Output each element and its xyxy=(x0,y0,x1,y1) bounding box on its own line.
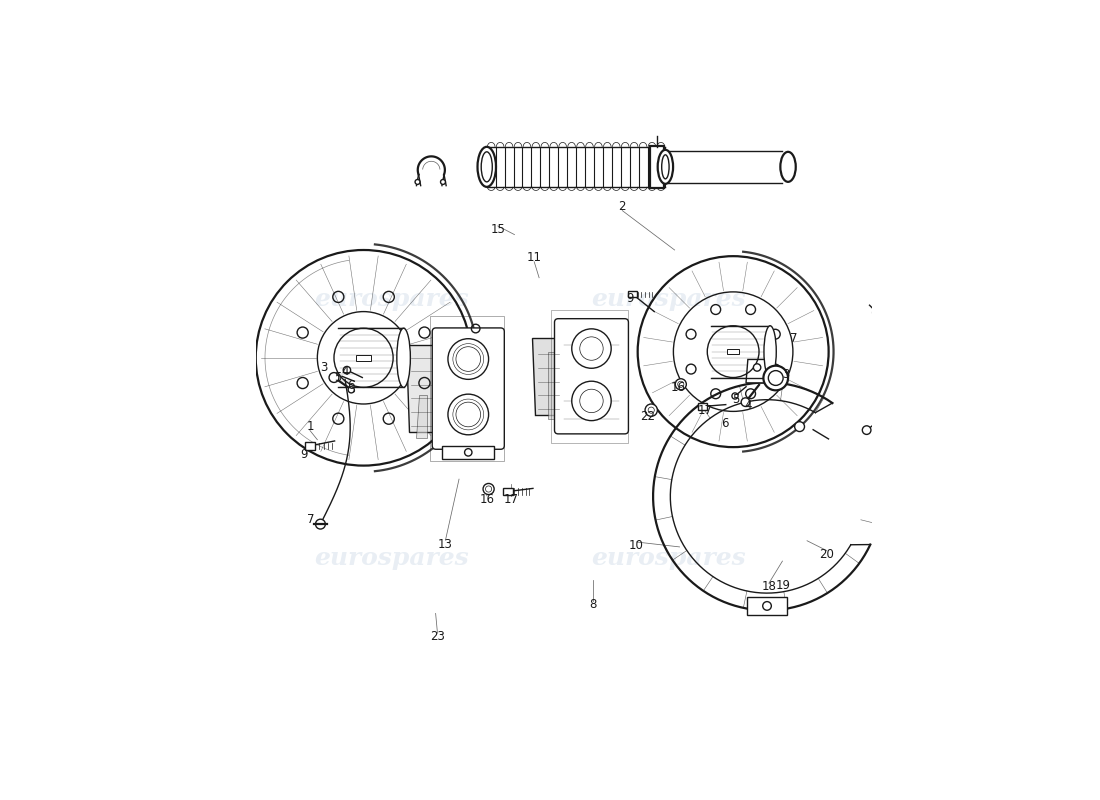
Circle shape xyxy=(343,366,351,374)
Bar xyxy=(727,349,739,354)
Text: 7: 7 xyxy=(307,514,315,526)
FancyBboxPatch shape xyxy=(554,318,628,434)
Circle shape xyxy=(763,366,788,390)
Circle shape xyxy=(741,398,750,406)
Text: eurospares: eurospares xyxy=(591,546,746,570)
Polygon shape xyxy=(628,291,637,298)
Text: 22: 22 xyxy=(640,410,654,423)
Text: eurospares: eurospares xyxy=(314,287,469,311)
Text: eurospares: eurospares xyxy=(591,287,746,311)
Text: 20: 20 xyxy=(820,548,834,561)
Text: 1: 1 xyxy=(306,420,313,434)
Text: 23: 23 xyxy=(430,630,444,643)
Circle shape xyxy=(762,602,771,610)
Circle shape xyxy=(329,373,339,382)
Text: 8: 8 xyxy=(590,598,597,610)
Text: 17: 17 xyxy=(504,493,519,506)
Text: 2: 2 xyxy=(618,200,626,214)
Polygon shape xyxy=(746,359,768,383)
Bar xyxy=(650,146,663,188)
Ellipse shape xyxy=(763,326,777,378)
Circle shape xyxy=(440,179,446,185)
Text: 19: 19 xyxy=(777,578,791,592)
Text: 11: 11 xyxy=(527,251,541,264)
Text: 15: 15 xyxy=(491,223,505,236)
Bar xyxy=(356,354,371,361)
Text: 3: 3 xyxy=(320,361,327,374)
Text: 16: 16 xyxy=(671,381,685,394)
Circle shape xyxy=(448,338,488,379)
Polygon shape xyxy=(406,346,432,432)
Polygon shape xyxy=(442,446,494,459)
FancyBboxPatch shape xyxy=(432,328,504,450)
Ellipse shape xyxy=(658,150,673,184)
Circle shape xyxy=(754,364,761,371)
Polygon shape xyxy=(747,597,786,615)
Text: eurospares: eurospares xyxy=(314,546,469,570)
Circle shape xyxy=(572,382,612,421)
Ellipse shape xyxy=(780,152,795,182)
Text: 5: 5 xyxy=(334,371,341,384)
Text: 10: 10 xyxy=(629,539,644,552)
Circle shape xyxy=(348,386,354,393)
Text: 6: 6 xyxy=(722,418,729,430)
Ellipse shape xyxy=(477,147,496,187)
Ellipse shape xyxy=(397,328,410,387)
Circle shape xyxy=(872,308,881,317)
Text: 3: 3 xyxy=(782,368,789,381)
Text: 13: 13 xyxy=(438,538,453,551)
Circle shape xyxy=(862,426,871,434)
Circle shape xyxy=(645,404,658,416)
Circle shape xyxy=(794,422,804,431)
Text: 4: 4 xyxy=(745,398,752,412)
Text: 9: 9 xyxy=(300,448,308,461)
Polygon shape xyxy=(504,488,514,495)
Text: 17: 17 xyxy=(697,404,713,417)
Circle shape xyxy=(732,393,738,399)
Circle shape xyxy=(415,179,420,185)
Polygon shape xyxy=(416,394,427,438)
Text: 6: 6 xyxy=(348,379,355,392)
Text: 7: 7 xyxy=(791,331,798,345)
Text: 5: 5 xyxy=(733,393,740,406)
Text: 16: 16 xyxy=(480,493,494,506)
Polygon shape xyxy=(548,352,556,419)
Circle shape xyxy=(316,519,326,529)
Polygon shape xyxy=(698,403,706,410)
Polygon shape xyxy=(531,338,561,414)
Circle shape xyxy=(675,378,686,390)
Text: 9: 9 xyxy=(627,291,634,305)
Circle shape xyxy=(572,329,612,368)
Polygon shape xyxy=(305,442,315,450)
Text: 18: 18 xyxy=(761,581,777,594)
Circle shape xyxy=(483,483,494,494)
Circle shape xyxy=(464,449,472,456)
Text: 4: 4 xyxy=(341,365,349,378)
Circle shape xyxy=(448,394,488,434)
